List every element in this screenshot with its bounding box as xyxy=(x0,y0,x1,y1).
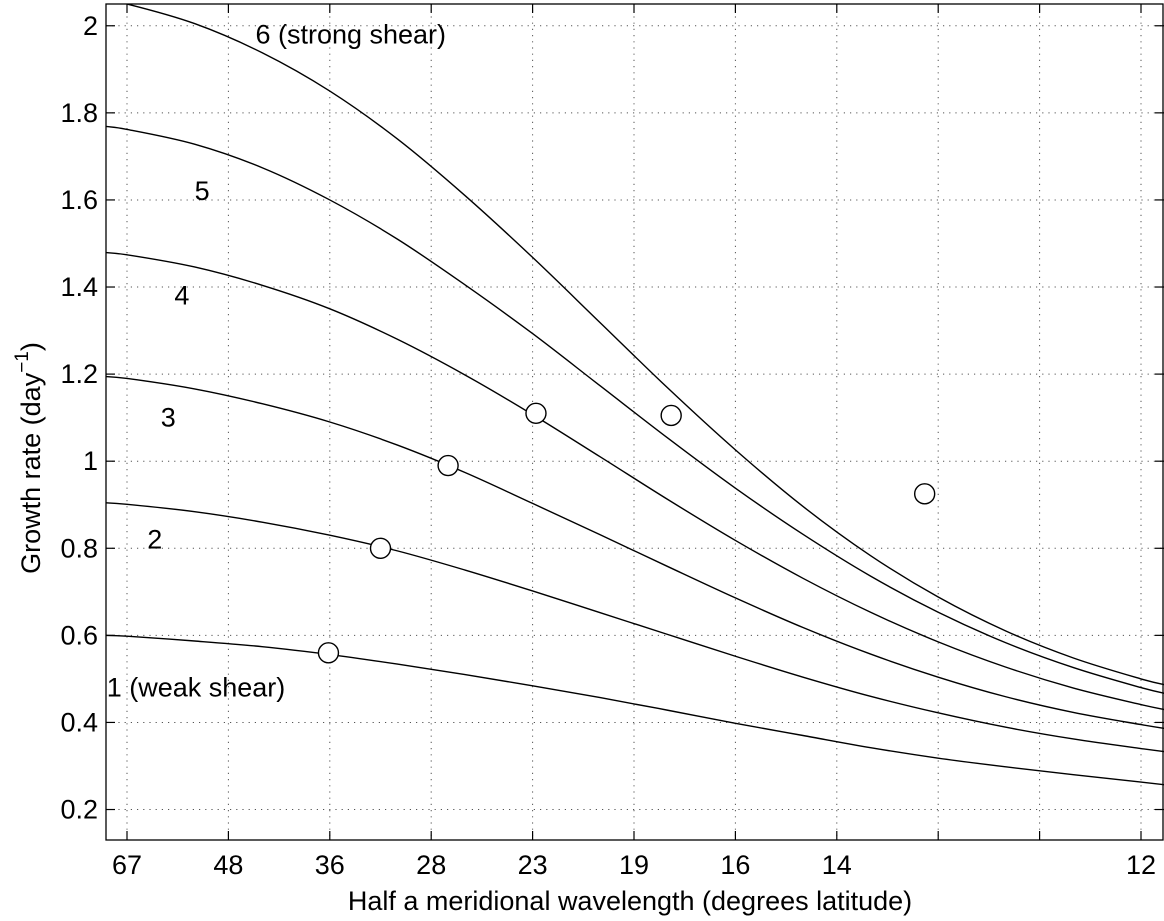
maximum-marker xyxy=(913,483,936,505)
y-tick-label: 0.2 xyxy=(60,795,98,825)
series-line-3 xyxy=(106,375,1164,730)
y-tick-label: 1.4 xyxy=(60,272,98,302)
y-tick-label: 0.6 xyxy=(60,620,98,650)
series-line-4 xyxy=(106,251,1164,711)
series-line-2 xyxy=(106,502,1164,753)
series-label-3: 3 xyxy=(161,403,176,433)
x-tick-label: 48 xyxy=(213,850,243,880)
series-curves xyxy=(106,4,1164,786)
series-label-1: 1 (weak shear) xyxy=(107,673,286,703)
curve-labels: 1 (weak shear) 2 3 4 5 6 (strong shear) xyxy=(107,19,446,702)
maximum-marker xyxy=(437,454,459,477)
series-label-2: 2 xyxy=(147,525,162,555)
series-line-6 xyxy=(123,4,1164,686)
y-tick-label: 0.4 xyxy=(60,707,98,737)
maximum-marker xyxy=(317,642,340,664)
y-tick-label: 2 xyxy=(83,11,98,41)
x-tick-label: 28 xyxy=(416,850,446,880)
x-tick-label: 19 xyxy=(619,850,649,880)
y-axis-label-close: ) xyxy=(16,342,46,351)
x-tick-label: 23 xyxy=(518,850,548,880)
x-tick-label: 12 xyxy=(1126,850,1156,880)
grid-lines xyxy=(106,4,1164,840)
series-line-1 xyxy=(106,634,1164,786)
series-label-4: 4 xyxy=(174,281,189,311)
x-tick-label: 14 xyxy=(822,850,852,880)
x-tick-label: 16 xyxy=(720,850,750,880)
series-label-6: 6 (strong shear) xyxy=(255,19,446,49)
maximum-markers xyxy=(317,402,936,664)
series-label-5: 5 xyxy=(195,176,210,206)
y-tick-label: 0.8 xyxy=(60,533,98,563)
maximum-marker xyxy=(660,404,682,427)
series-line-5 xyxy=(106,125,1164,694)
y-axis-label: Growth rate (day−1) xyxy=(12,342,46,574)
maximum-marker xyxy=(525,402,547,424)
y-tick-label: 1 xyxy=(83,446,98,476)
y-axis-label-main: Growth rate (day xyxy=(16,372,46,574)
x-axis-label: Half a meridional wavelength (degrees la… xyxy=(348,886,912,916)
y-tick-label: 1.6 xyxy=(60,185,98,215)
plot-frame xyxy=(105,3,1164,841)
maximum-marker xyxy=(369,537,392,559)
x-tick-label: 67 xyxy=(112,850,142,880)
y-axis-label-superscript: −1 xyxy=(12,351,33,373)
y-tick-label: 1.8 xyxy=(60,98,98,128)
axis-ticks: 67 48 36 28 23 19 16 14 120.20.40.60.811.21.41.6… xyxy=(60,4,1164,880)
x-tick-label: 36 xyxy=(315,850,345,880)
y-tick-label: 1.2 xyxy=(60,359,98,389)
